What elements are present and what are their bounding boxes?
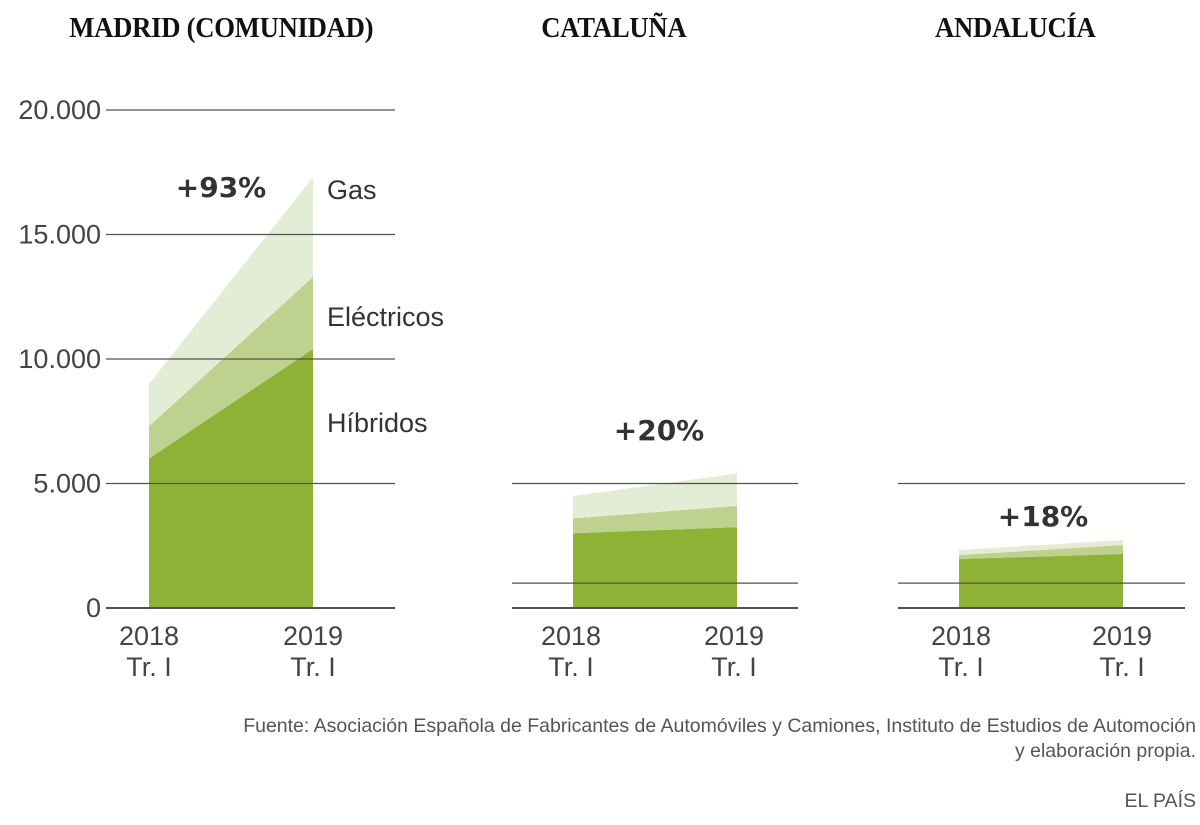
area-andalucia-gas [959, 540, 1123, 555]
x-tick-label-andalucia: 2019 [1092, 621, 1152, 651]
change-label-madrid: +93% [176, 171, 266, 204]
change-label-andalucia: +18% [998, 500, 1088, 533]
source-line-2: y elaboración propia. [1014, 740, 1196, 762]
area-madrid-electricos [149, 276, 313, 459]
y-tick-label: 5.000 [33, 469, 101, 499]
x-tick-label-madrid: 2019 [283, 621, 343, 651]
area-andalucia-hibridos [959, 553, 1123, 608]
y-tick-label: 0 [86, 593, 101, 623]
legend-label-hibridos: Híbridos [327, 408, 428, 438]
x-tick-label-madrid: Tr. I [290, 652, 336, 682]
legend-label-electricos: Eléctricos [327, 302, 444, 332]
x-tick-label-cataluna: Tr. I [711, 652, 757, 682]
area-cataluna-hibridos [573, 527, 737, 608]
x-tick-label-andalucia: Tr. I [1099, 652, 1145, 682]
panel-title-cataluna: CATALUÑA [541, 12, 687, 44]
change-label-cataluna: +20% [614, 414, 704, 447]
panel-title-madrid: MADRID (COMUNIDAD) [69, 12, 374, 44]
area-cataluna-gas [573, 473, 737, 519]
x-tick-label-cataluna: 2018 [541, 621, 601, 651]
source-note: Fuente: Asociación Española de Fabricant… [243, 714, 1196, 764]
y-tick-label: 10.000 [18, 344, 101, 374]
legend-label-gas: Gas [327, 175, 377, 205]
area-cataluna-electricos [573, 505, 737, 534]
y-tick-label: 20.000 [18, 95, 101, 125]
x-tick-label-andalucia: Tr. I [938, 652, 984, 682]
area-madrid-hibridos [149, 349, 313, 608]
x-tick-label-andalucia: 2018 [931, 621, 991, 651]
brand-label: EL PAÍS [1124, 790, 1196, 812]
x-tick-label-madrid: 2018 [119, 621, 179, 651]
area-madrid-gas [149, 177, 313, 427]
x-tick-label-cataluna: 2019 [704, 621, 764, 651]
area-andalucia-electricos [959, 545, 1123, 559]
x-tick-label-madrid: Tr. I [126, 652, 172, 682]
panel-title-andalucia: ANDALUCÍA [934, 12, 1096, 44]
y-tick-label: 15.000 [18, 220, 101, 250]
source-line-1: Fuente: Asociación Española de Fabricant… [243, 715, 1196, 737]
x-tick-label-cataluna: Tr. I [548, 652, 594, 682]
